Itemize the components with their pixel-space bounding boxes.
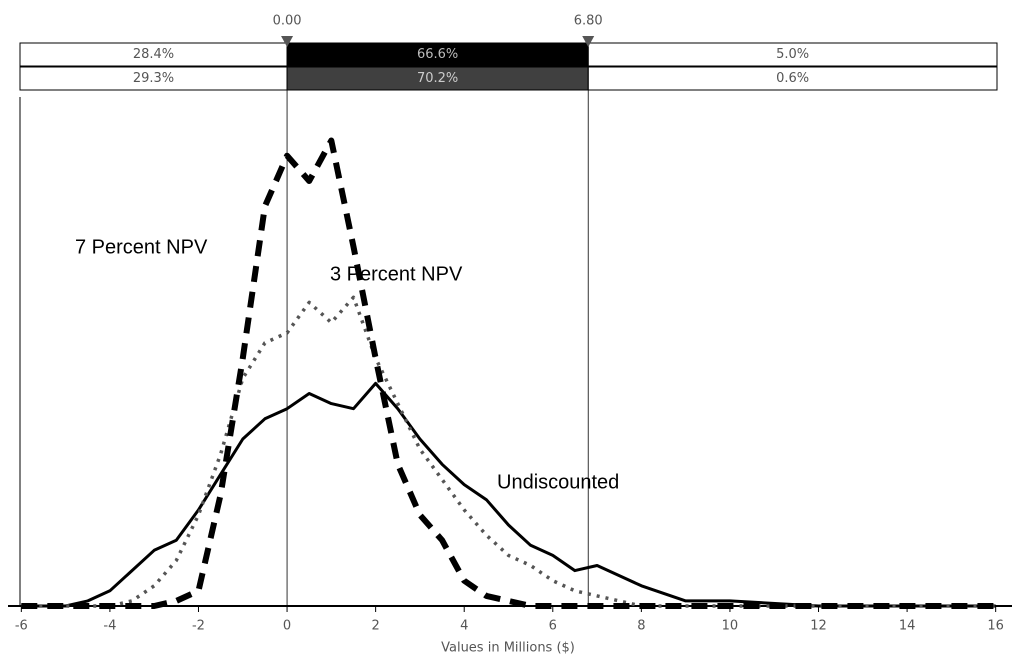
x-axis-label: Values in Millions ($) bbox=[441, 641, 575, 656]
x-tick-label: -2 bbox=[192, 619, 205, 634]
x-tick-label: -6 bbox=[15, 619, 28, 634]
series-label: 3 Percent NPV bbox=[330, 263, 463, 285]
x-tick-label: 0 bbox=[283, 619, 291, 634]
delimiter-marker bbox=[582, 36, 595, 47]
series-line bbox=[21, 381, 996, 608]
series-line bbox=[21, 137, 996, 609]
band-label: 70.2% bbox=[417, 71, 458, 86]
delimiter-label: 6.80 bbox=[574, 14, 603, 29]
x-tick-label: 2 bbox=[371, 619, 379, 634]
x-tick-label: 14 bbox=[899, 619, 916, 634]
x-tick-label: -4 bbox=[103, 619, 116, 634]
band-label: 29.3% bbox=[133, 71, 174, 86]
series-line bbox=[21, 295, 996, 608]
band-label: 28.4% bbox=[133, 47, 174, 62]
x-tick-label: 4 bbox=[460, 619, 468, 634]
x-tick-label: 12 bbox=[810, 619, 827, 634]
x-tick-label: 16 bbox=[987, 619, 1004, 634]
band-label: 0.6% bbox=[776, 71, 809, 86]
delimiter-marker bbox=[281, 36, 294, 47]
x-tick-label: 8 bbox=[637, 619, 645, 634]
delimiter-label: 0.00 bbox=[273, 14, 302, 29]
series-label: 7 Percent NPV bbox=[75, 236, 208, 258]
series-label: Undiscounted bbox=[497, 471, 619, 493]
band-label: 5.0% bbox=[776, 47, 809, 62]
x-tick-label: 6 bbox=[549, 619, 557, 634]
band-label: 66.6% bbox=[417, 47, 458, 62]
x-tick-label: 10 bbox=[722, 619, 739, 634]
